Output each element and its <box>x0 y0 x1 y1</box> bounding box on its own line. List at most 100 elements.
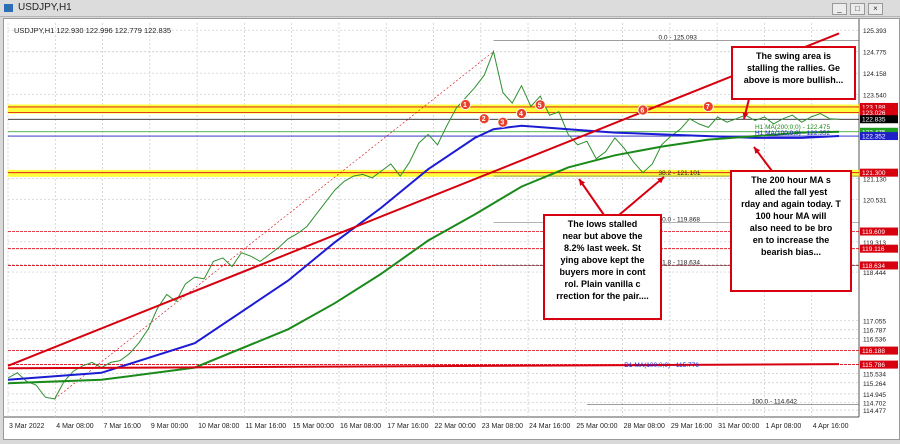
level-label: 123.188 <box>862 104 886 111</box>
fib-label: 0.0 - 125.093 <box>659 35 698 42</box>
series-price <box>7 49 840 400</box>
price-chart: 3 Mar 2022 4 Mar 08:00 7 Mar 16:00 9 Mar 00… <box>4 19 898 430</box>
x-tick-label: 11 Mar 16:00 <box>245 423 286 430</box>
x-tick-label: 24 Mar 16:00 <box>529 423 570 430</box>
x-tick-label: 9 Mar 00:00 <box>151 423 188 430</box>
y-tick-label: 124.775 <box>863 50 887 57</box>
x-tick-label: 28 Mar 08:00 <box>624 423 665 430</box>
x-tick-label: 29 Mar 16:00 <box>671 423 712 430</box>
marker-label: 1 <box>463 102 467 109</box>
maximize-button[interactable]: □ <box>850 3 865 15</box>
annotation-lows-text: near but above the <box>562 231 642 241</box>
x-tick-label: 3 Mar 2022 <box>9 423 45 430</box>
annotation-200ma-text: 100 hour MA will <box>756 211 827 221</box>
y-tick-label: 116.536 <box>863 336 886 343</box>
x-tick-label: 10 Mar 08:00 <box>198 423 239 430</box>
annotation-lows-text: 8.2% last week. St <box>564 243 641 253</box>
x-tick-label: 4 Mar 08:00 <box>56 423 93 430</box>
marker-label: 3 <box>500 120 504 127</box>
level-label-box <box>860 108 898 117</box>
close-button[interactable]: × <box>868 3 883 15</box>
level-label-box <box>860 168 898 177</box>
x-tick-label: 16 Mar 08:00 <box>340 423 381 430</box>
annotation-200ma-text: bearish bias... <box>761 247 821 257</box>
y-tick-label: 123.540 <box>863 93 887 100</box>
x-tick-label: 31 Mar 00:00 <box>718 423 759 430</box>
marker-label: 6 <box>640 108 644 115</box>
swing-area-zone <box>8 104 859 114</box>
level-label-box <box>860 102 898 111</box>
x-tick-label: 1 Apr 08:00 <box>765 423 801 430</box>
annotation-lows-text: rrection for the pair.... <box>556 291 649 301</box>
ma-label: H1 MA(200;0;0) - 122.475 <box>755 124 831 131</box>
annotation-lows-text: ying above kept the <box>560 255 644 265</box>
annotation-200ma-text: also need to be bro <box>750 223 833 233</box>
annotation-swing-text: stalling the rallies. Ge <box>747 63 840 73</box>
marker-circle <box>637 104 649 116</box>
marker-circle <box>497 116 509 128</box>
level-label-box <box>860 261 898 270</box>
x-tick-label: 25 Mar 00:00 <box>576 423 617 430</box>
level-label-box <box>860 132 898 141</box>
marker-circle <box>478 113 490 125</box>
arrow-swing-head <box>742 112 749 119</box>
y-tick-label: 115.264 <box>863 381 886 388</box>
fib-label: 100.0 - 114.642 <box>752 398 797 405</box>
x-tick-label: 7 Mar 16:00 <box>104 423 141 430</box>
y-tick-label: 117.055 <box>863 318 886 325</box>
marker-label: 2 <box>482 116 486 123</box>
annotation-swing-box <box>731 46 856 100</box>
marker-label: 7 <box>706 104 710 111</box>
y-tick-label: 114.702 <box>863 400 886 407</box>
annotation-200ma-text: alled the fall yest <box>755 187 828 197</box>
y-tick-label: 124.158 <box>863 71 887 78</box>
annotation-lows-text: buyers more in cont <box>559 267 645 277</box>
level-label-box <box>860 227 898 236</box>
level-label-box <box>860 115 898 124</box>
annotation-lows-text: The lows stalled <box>568 219 638 229</box>
level-label-box <box>860 244 898 253</box>
x-tick-label: 23 Mar 08:00 <box>482 423 523 430</box>
level-label: 116.188 <box>862 348 885 355</box>
chart-info-line: USDJPY,H1 122.930 122.996 122.779 122.83… <box>14 26 171 35</box>
annotation-lows-box <box>543 214 662 320</box>
fib-diagonal <box>54 51 494 400</box>
level-label-box <box>860 360 898 369</box>
marker-label: 4 <box>519 111 523 118</box>
level-label-box <box>860 346 898 355</box>
swing-area-zone <box>8 169 859 177</box>
annotation-200ma-text: en to increase the <box>753 235 830 245</box>
series-h1-ma-200- <box>7 130 840 385</box>
y-tick-label: 125.393 <box>863 28 887 35</box>
marker-circle <box>460 99 471 110</box>
annotation-swing-text: The swing area is <box>756 51 831 61</box>
arrow-lows-1-head <box>579 179 586 186</box>
y-tick-label: 118.444 <box>863 270 886 277</box>
annotation-200ma-text: The 200 hour MA s <box>751 175 831 185</box>
x-tick-label: 4 Apr 16:00 <box>813 423 849 430</box>
fib-label: 38.2 - 121.101 <box>659 170 701 177</box>
ma-label: D1 MA(100;0;0) - 115.776 <box>624 362 699 369</box>
level-label: 123.026 <box>862 110 886 117</box>
x-tick-label: 15 Mar 00:00 <box>293 423 334 430</box>
level-label: 122.835 <box>862 117 886 124</box>
fib-label: 50.0 - 119.868 <box>659 217 701 224</box>
series-trend-line <box>7 32 840 367</box>
marker-label: 5 <box>538 102 542 109</box>
annotation-200ma-box <box>730 170 852 292</box>
chart-area: 3 Mar 2022 4 Mar 08:00 7 Mar 16:00 9 Mar 00… <box>3 18 900 440</box>
arrow-200ma-head <box>754 147 761 154</box>
window-titlebar: USDJPY,H1 _ □ × <box>0 0 900 17</box>
fib-label: 61.8 - 118.634 <box>659 259 701 266</box>
marker-circle <box>534 99 546 111</box>
y-tick-label: 114.477 <box>863 408 886 415</box>
y-tick-label: 114.945 <box>863 392 886 399</box>
series-h1-ma-100- <box>7 124 840 381</box>
level-label: 118.634 <box>862 263 885 270</box>
annotation-200ma-text: rday and again today. T <box>741 199 841 209</box>
annotation-swing-text: above is more bullish... <box>744 75 844 85</box>
series-d1-ma-100- <box>7 363 840 370</box>
minimize-button[interactable]: _ <box>832 3 847 15</box>
marker-circle <box>516 108 527 119</box>
marker-circle <box>702 101 714 112</box>
